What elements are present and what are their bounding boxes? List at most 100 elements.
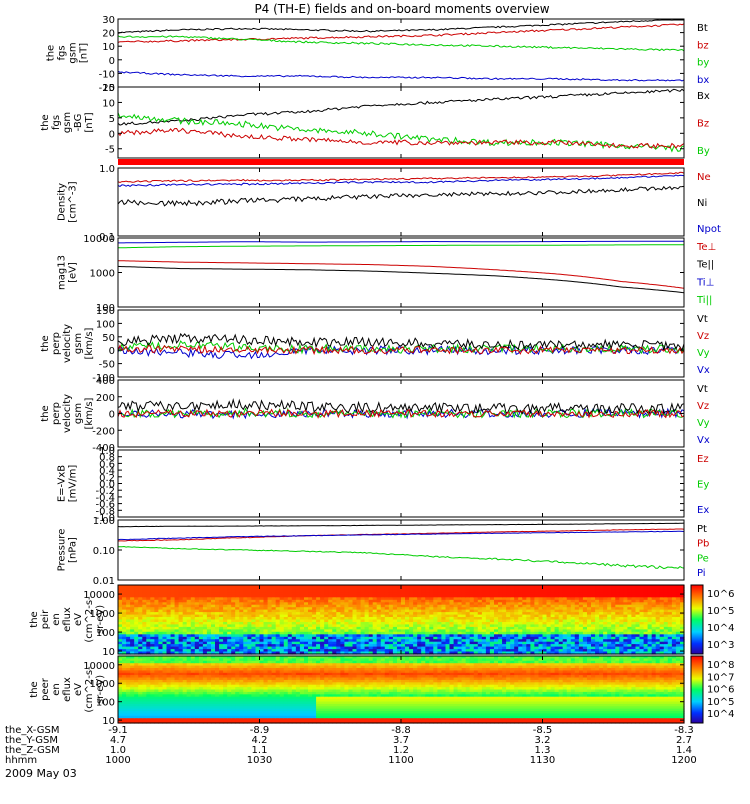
ylabel-line: [nT] [84, 112, 95, 132]
ytick-label: 5 [109, 114, 115, 125]
ylabel-line: gsm [68, 42, 79, 63]
ylabel-line: the [40, 405, 51, 421]
ylabel-line: [nPa] [68, 537, 79, 563]
ytick-label: 1.00 [93, 516, 115, 527]
legend-item: Pt [697, 524, 707, 535]
ytick-label: -50 [99, 360, 115, 371]
panel-frame [118, 87, 684, 158]
panel-frame [118, 520, 684, 580]
colorbar-tick-label: 10^4 [707, 623, 734, 634]
ytick-label: 1000 [90, 609, 115, 620]
ylabel-line: velocity [62, 394, 73, 433]
ytick-label: 0 [109, 410, 115, 421]
panel-ylabel: Density[cm^-3] [57, 181, 79, 222]
legend-item: Vx [697, 435, 710, 446]
legend-item: Vy [697, 348, 710, 359]
ytick-label: 100 [96, 628, 115, 639]
ytick-label: -5 [105, 145, 115, 156]
series-line [118, 266, 684, 292]
panel-ylabel: Pressure[nPa] [57, 529, 79, 572]
ytick-label: 100 [96, 319, 115, 330]
series-line [118, 24, 684, 43]
panel-ylabel: mag13[eV] [57, 255, 79, 290]
series-line [118, 89, 684, 125]
ytick-label: 0.10 [93, 546, 115, 557]
legend-item: Ex [697, 505, 709, 516]
legend-item: Ey [697, 480, 709, 491]
panel-frame [118, 168, 684, 236]
ytick-label: 0 [109, 346, 115, 357]
legend-item: Te⊥ [696, 242, 716, 253]
ylabel-line: gsm [73, 403, 84, 424]
ytick-label: -10 [99, 69, 115, 80]
ylabel-line: fgs [57, 45, 68, 60]
chart-title: P4 (TH-E) fields and on-board moments ov… [254, 2, 549, 16]
ytick-label: 10000 [83, 590, 115, 601]
ytick-label: 50 [102, 333, 115, 344]
ylabel-line: fgs [51, 115, 62, 130]
ytick-label: 10 [102, 42, 115, 53]
ytick-label: 200 [96, 393, 115, 404]
ytick-label: 15 [102, 83, 115, 94]
ytick-label: -200 [92, 426, 115, 437]
legend-item: By [697, 146, 710, 157]
series-line [118, 36, 684, 51]
ytick-label: 10 [102, 647, 115, 658]
ylabel-line: -BG [73, 114, 84, 132]
legend-item: by [697, 58, 709, 69]
legend-item: Bx [697, 91, 710, 102]
series-line [118, 71, 684, 81]
ytick-label: 30 [102, 15, 115, 26]
ytick-label: 20 [102, 29, 115, 40]
legend-item: Vx [697, 365, 710, 376]
series-line [118, 531, 684, 540]
ylabel-line: Pressure [57, 529, 68, 572]
colorbar-tick-label: 10^6 [707, 589, 734, 600]
legend-item: Pi [697, 568, 706, 579]
legend-item: bx [697, 75, 709, 86]
series-line [118, 529, 684, 541]
legend-item: Ti⊥ [696, 277, 714, 288]
ylabel-line: gsm [73, 333, 84, 354]
ytick-label: 0 [109, 129, 115, 140]
colorbar-tick-label: 10^5 [707, 606, 734, 617]
ytick-label: 10000 [83, 234, 115, 245]
ylabel-line: the [40, 335, 51, 351]
ytick-label: 1000 [90, 269, 115, 280]
ytick-label: 0 [109, 56, 115, 67]
spectrogram-cells [118, 656, 685, 724]
panel-ylabel: E=-VxB[mV/m] [57, 465, 79, 503]
panel-frame [118, 310, 684, 377]
ylabel-line: E=-VxB [57, 465, 68, 502]
ylabel-line: perp [51, 402, 62, 425]
colorbar-tick-label: 10^3 [707, 640, 734, 651]
legend-item: Vt [697, 314, 708, 325]
legend-item: bz [697, 40, 709, 51]
series-line [118, 245, 684, 248]
ytick-label: 0.01 [93, 576, 115, 587]
series-line [118, 547, 684, 569]
ylabel-line: [cm^-3] [68, 181, 79, 222]
ylabel-line: Density [57, 183, 68, 221]
ylabel-line: velocity [62, 324, 73, 363]
ytick-label: 150 [96, 306, 115, 317]
ylabel-line: perp [51, 332, 62, 355]
legend-item: Ni [697, 198, 707, 209]
legend-item: Bt [697, 23, 708, 34]
legend-item: Te|| [696, 260, 714, 271]
colorbar [691, 585, 703, 654]
legend-item: Vy [697, 418, 710, 429]
ylabel-line: gsm [62, 112, 73, 133]
ytick-label: 1.0 [99, 164, 115, 175]
legend-item: Ti|| [696, 295, 712, 306]
ylabel-line: the [46, 45, 57, 61]
ylabel-line: eflux [62, 607, 73, 632]
spectrogram-cells [118, 585, 685, 655]
ylabel-line: [km/s] [84, 397, 95, 429]
ylabel-line: peir [40, 609, 51, 629]
